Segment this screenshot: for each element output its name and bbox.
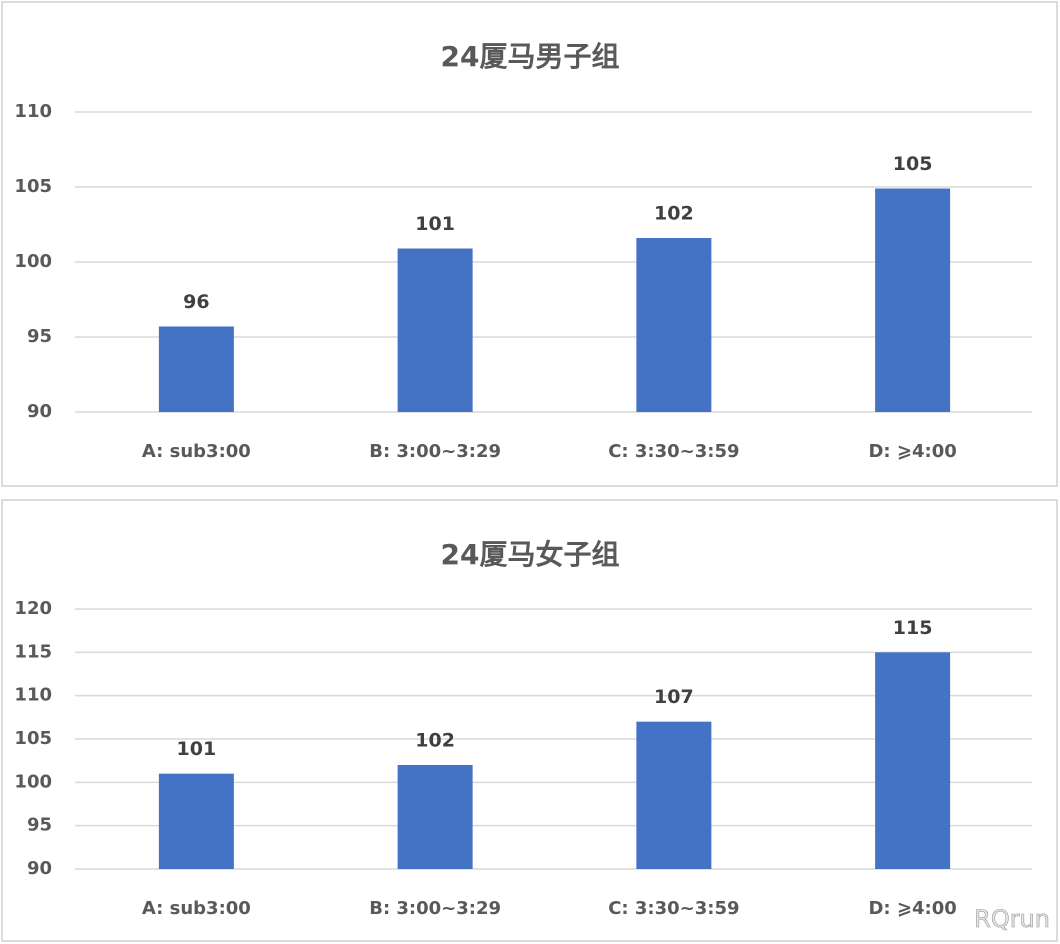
value-label: 105 [893,153,933,175]
value-label: 101 [177,738,217,760]
x-tick-label: D: ⩾4:00 [868,441,956,462]
y-tick-label: 105 [14,728,52,749]
x-tick-label: A: sub3:00 [142,898,251,919]
bar [636,238,712,412]
y-tick-label: 105 [14,176,52,197]
x-tick-label: C: 3:30~3:59 [608,898,739,919]
chart-title: 24厦马男子组 [441,40,620,73]
y-tick-label: 95 [27,815,52,836]
x-tick-label: B: 3:00~3:29 [369,898,501,919]
x-tick-label: C: 3:30~3:59 [608,441,739,462]
y-tick-label: 120 [14,598,52,619]
y-tick-label: 110 [14,685,52,706]
x-tick-label: B: 3:00~3:29 [369,441,501,462]
value-label: 107 [654,686,694,708]
bar [158,773,234,869]
value-label: 102 [654,203,694,225]
y-tick-label: 90 [27,401,52,422]
value-label: 101 [415,213,455,235]
y-tick-label: 100 [14,771,52,792]
value-label: 96 [183,291,209,313]
value-label: 102 [415,730,455,752]
x-tick-label: A: sub3:00 [142,441,251,462]
watermark: RQrun [974,905,1050,933]
y-tick-label: 90 [27,858,52,879]
bar [397,765,473,869]
y-tick-label: 115 [14,641,52,662]
chart-title: 24厦马女子组 [441,538,620,571]
bar [158,326,234,412]
y-tick-label: 110 [14,101,52,122]
bar [397,248,473,412]
bar [875,188,951,412]
y-tick-label: 100 [14,251,52,272]
y-tick-label: 95 [27,326,52,347]
bar [636,721,712,869]
value-label: 115 [893,617,933,639]
bar [875,652,951,869]
x-tick-label: D: ⩾4:00 [868,898,956,919]
